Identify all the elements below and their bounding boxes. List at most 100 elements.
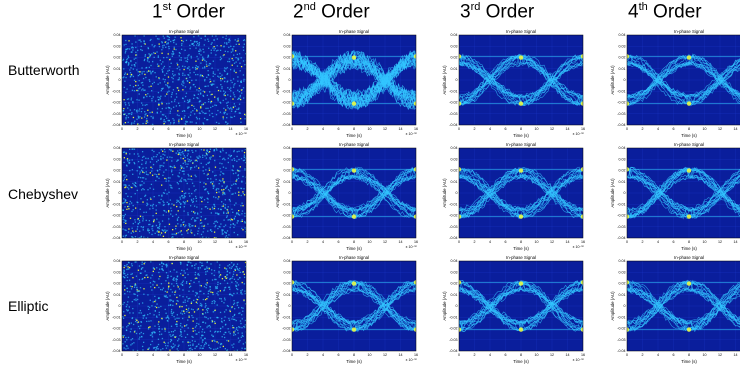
x-tick-label: 2 [642,353,644,357]
noise-speck [197,217,199,219]
noise-speck [242,60,245,62]
noise-speck [226,123,228,125]
noise-speck [143,188,145,191]
density-hotspot [351,214,357,219]
x-tick-label: 2 [474,240,476,244]
noise-speck [147,203,149,205]
noise-speck [195,68,197,71]
noise-speck [135,46,137,49]
noise-speck [152,301,154,303]
noise-speck [219,282,222,285]
noise-speck [232,316,234,318]
noise-speck [234,330,236,332]
noise-speck [194,340,196,342]
noise-speck [233,217,236,219]
noise-speck [126,178,128,181]
noise-speck [179,149,181,151]
noise-speck [231,306,233,309]
noise-speck [221,278,224,280]
density-hotspot [627,280,630,285]
noise-speck [214,278,216,281]
noise-speck [190,159,192,162]
noise-speck [188,290,190,292]
noise-speck [166,91,169,93]
noise-speck [162,45,164,47]
y-tick-label: 0.02 [619,56,626,60]
x-tick-label: 14 [229,240,233,244]
noise-speck [236,268,239,270]
noise-speck [153,46,155,48]
noise-speck [133,90,136,92]
noise-speck [130,196,132,198]
noise-speck [137,116,140,119]
noise-speck [204,343,206,346]
noise-speck [177,286,179,288]
noise-speck [167,286,170,288]
noise-speck [208,167,210,169]
x-axis-label: Time (s) [681,359,697,364]
noise-speck [229,293,231,295]
noise-speck [159,164,161,167]
noise-speck [214,330,217,333]
noise-speck [224,111,226,113]
noise-speck [167,177,170,179]
noise-speck [166,103,168,105]
noise-speck [166,263,168,265]
x-tick-label: 0 [121,240,123,244]
y-tick-label: 0 [289,304,291,308]
noise-speck [188,283,191,285]
noise-speck [232,50,234,52]
noise-speck [174,293,176,296]
noise-speck [158,231,160,233]
noise-speck [180,331,183,333]
noise-speck [137,269,140,271]
noise-speck [219,167,221,170]
noise-speck [181,281,184,284]
noise-speck [164,41,166,43]
noise-speck [204,35,206,37]
noise-speck [178,114,180,117]
y-tick-label: -0.04 [617,236,625,240]
noise-speck [219,90,222,92]
noise-speck [176,205,178,208]
noise-speck [148,56,151,58]
noise-speck [155,349,157,351]
noise-speck [230,267,233,269]
noise-speck [197,233,199,235]
noise-speck [183,325,186,327]
noise-speck [216,287,218,289]
noise-speck [181,83,183,85]
noise-speck [231,277,233,279]
noise-speck [169,300,171,302]
x-tick-label: 0 [291,127,293,131]
noise-speck [191,232,193,234]
noise-speck [182,224,185,226]
x-exponent-label: x 10⁻¹⁰ [406,245,418,249]
noise-speck [148,326,150,329]
noise-speck [177,232,179,234]
noise-speck [125,265,127,267]
density-hotspot [459,101,462,106]
noise-speck [178,152,181,154]
noise-speck [164,290,166,293]
noise-speck [138,79,140,82]
x-tick-label: 8 [183,353,185,357]
noise-speck [166,35,168,37]
noise-speck [156,218,158,220]
noise-speck [236,53,238,56]
noise-speck [162,78,164,80]
noise-speck [130,344,132,346]
noise-speck [241,227,243,230]
density-hotspot [580,280,583,285]
noise-speck [195,195,197,198]
noise-speck [219,155,221,158]
noise-speck [156,154,158,156]
noise-speck [229,293,232,295]
noise-speck [213,339,215,342]
noise-speck [143,42,146,45]
noise-speck [171,314,173,316]
noise-speck [168,304,170,306]
noise-speck [226,270,229,273]
noise-speck [195,165,198,167]
noise-speck [145,113,147,115]
